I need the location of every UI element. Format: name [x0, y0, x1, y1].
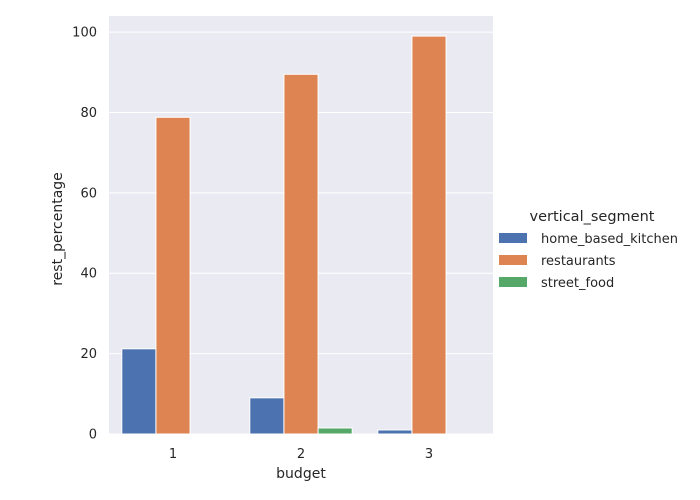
- bar-home_based_kitchen-3: [377, 429, 413, 435]
- y-tick-label: 40: [80, 267, 97, 282]
- bar-home_based_kitchen-1: [121, 348, 157, 435]
- x-tick-label: 2: [297, 447, 305, 462]
- legend-label: restaurants: [541, 254, 616, 269]
- x-tick-labels: 1 2 3: [169, 447, 433, 462]
- legend-swatch: [499, 277, 527, 287]
- bar-restaurants-3: [411, 35, 447, 435]
- bar-restaurants-2: [283, 73, 319, 435]
- legend-label: street_food: [541, 276, 614, 291]
- legend: vertical_segment home_based_kitchenresta…: [499, 209, 678, 291]
- y-tick-label: 100: [72, 26, 97, 41]
- y-tick-label: 0: [89, 428, 97, 443]
- y-tick-label: 20: [80, 347, 97, 362]
- x-tick-label: 3: [425, 447, 433, 462]
- y-tick-label: 60: [80, 186, 97, 201]
- x-tick-label: 1: [169, 447, 177, 462]
- bars: [121, 35, 447, 435]
- y-tick-label: 80: [80, 106, 97, 121]
- bar-street_food-2: [317, 427, 353, 435]
- bar-home_based_kitchen-2: [249, 397, 285, 435]
- x-axis-label: budget: [276, 466, 326, 482]
- bar-restaurants-1: [155, 116, 191, 435]
- y-axis-label: rest_percentage: [50, 172, 66, 286]
- legend-label: home_based_kitchen: [541, 232, 678, 247]
- legend-swatch: [499, 233, 527, 243]
- legend-swatch: [499, 255, 527, 265]
- y-tick-labels: 0 20 40 60 80 100: [72, 26, 97, 443]
- legend-title: vertical_segment: [530, 209, 655, 225]
- legend-items: home_based_kitchen restaurants street_food: [499, 232, 678, 291]
